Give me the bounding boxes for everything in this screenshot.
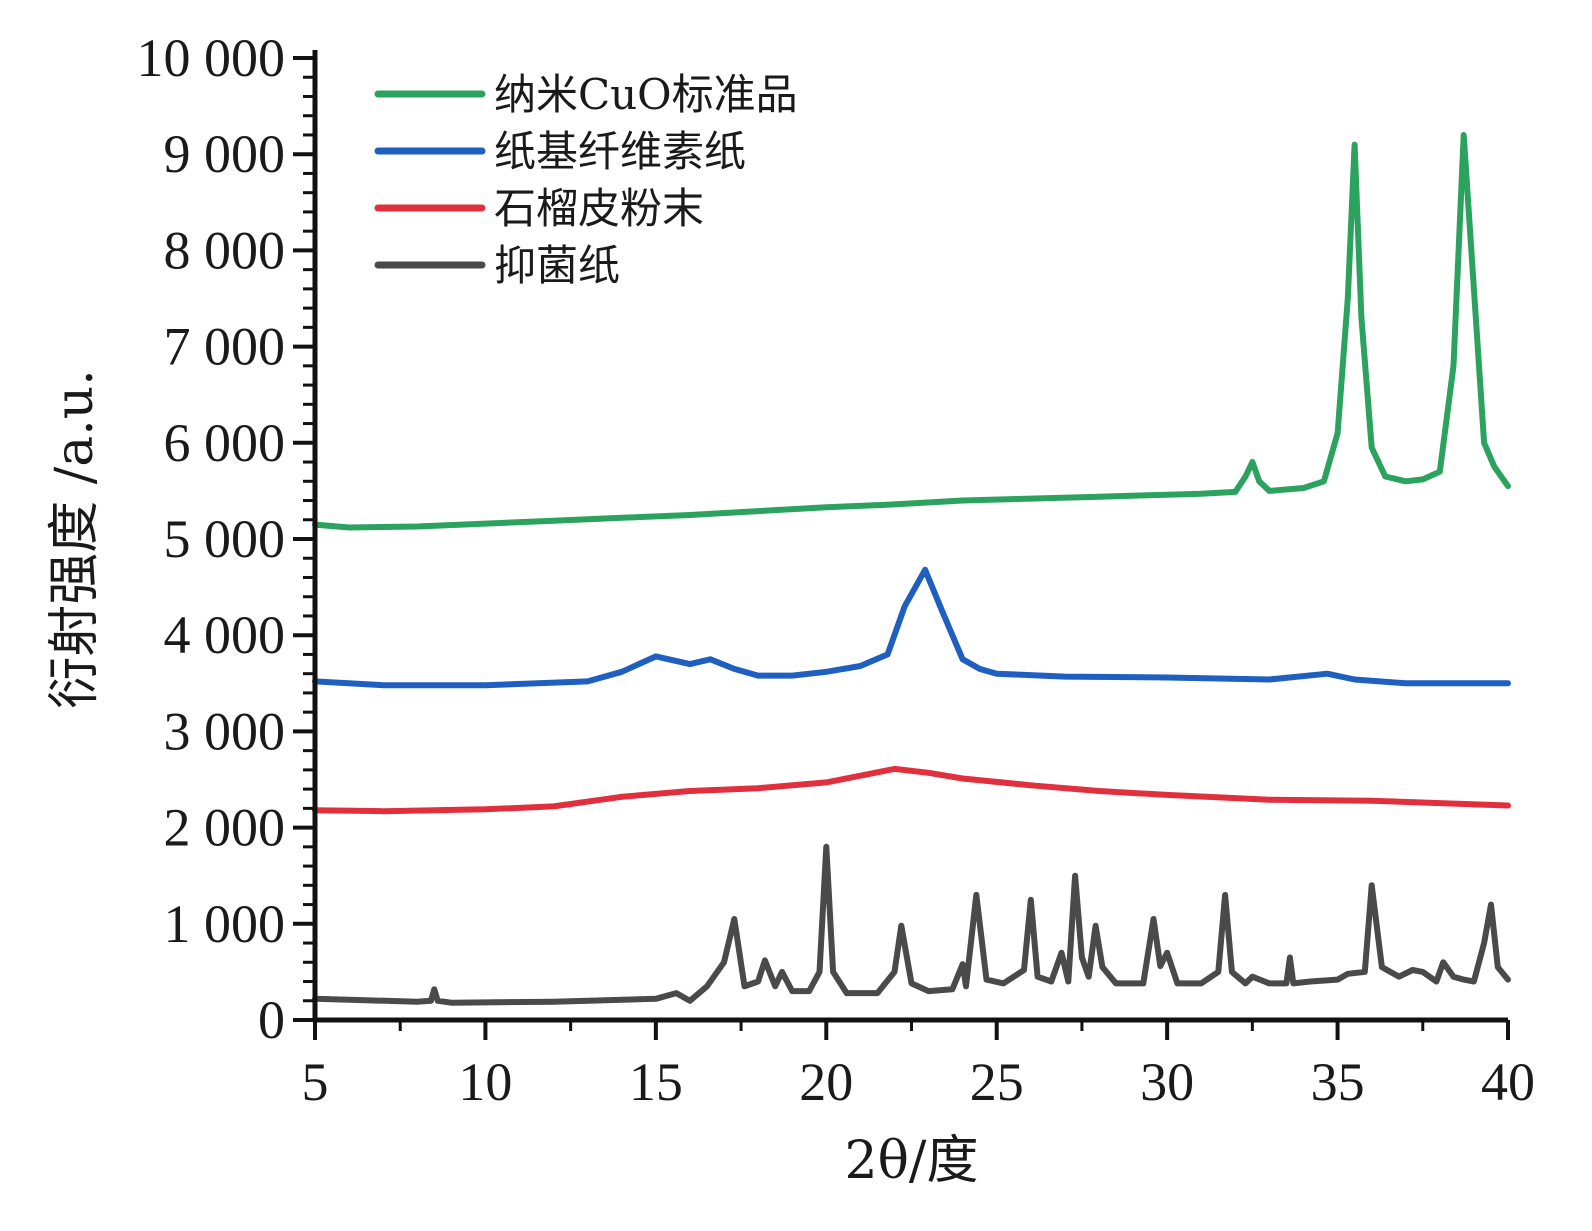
- y-tick-label: 0: [258, 990, 285, 1050]
- x-axis-title: 2θ/度: [845, 1131, 979, 1191]
- x-tick-label: 5: [302, 1052, 329, 1112]
- x-tick-label: 30: [1140, 1052, 1194, 1112]
- y-axis-title: 衍射强度 /a.u.: [45, 369, 105, 709]
- series-line-2: [312, 765, 1511, 815]
- series-line-3: [312, 843, 1511, 1006]
- legend-label-0: 纳米CuO标准品: [494, 70, 798, 119]
- y-tick-label: 4 000: [164, 605, 286, 665]
- series-layer: [312, 132, 1511, 1006]
- x-tick-label: 35: [1311, 1052, 1365, 1112]
- legend-label-1: 纸基纤维素纸: [494, 127, 746, 176]
- y-tick-label: 6 000: [164, 413, 286, 473]
- y-tick-label: 2 000: [164, 798, 286, 858]
- y-tick-label: 7 000: [164, 317, 286, 377]
- y-tick-label: 3 000: [164, 701, 286, 761]
- x-tick-label: 20: [799, 1052, 853, 1112]
- y-tick-label: 9 000: [164, 124, 286, 184]
- axes: 0 1 000 2 000 3 000 4 000 5 000 6 000 7 000 8 00…: [137, 28, 1536, 1112]
- y-tick-label: 8 000: [164, 220, 286, 280]
- series-line-0: [312, 132, 1511, 531]
- y-tick-label: 5 000: [164, 509, 286, 569]
- series-line-1: [312, 566, 1511, 689]
- x-tick-label: 15: [629, 1052, 683, 1112]
- x-tick-label: 25: [970, 1052, 1024, 1112]
- x-tick-label: 40: [1481, 1052, 1535, 1112]
- legend-label-3: 抑菌纸: [494, 241, 620, 290]
- x-tick-label: 10: [458, 1052, 512, 1112]
- y-tick-label: 10 000: [137, 28, 286, 88]
- legend-label-2: 石榴皮粉末: [494, 184, 704, 233]
- y-tick-label: 1 000: [164, 894, 286, 954]
